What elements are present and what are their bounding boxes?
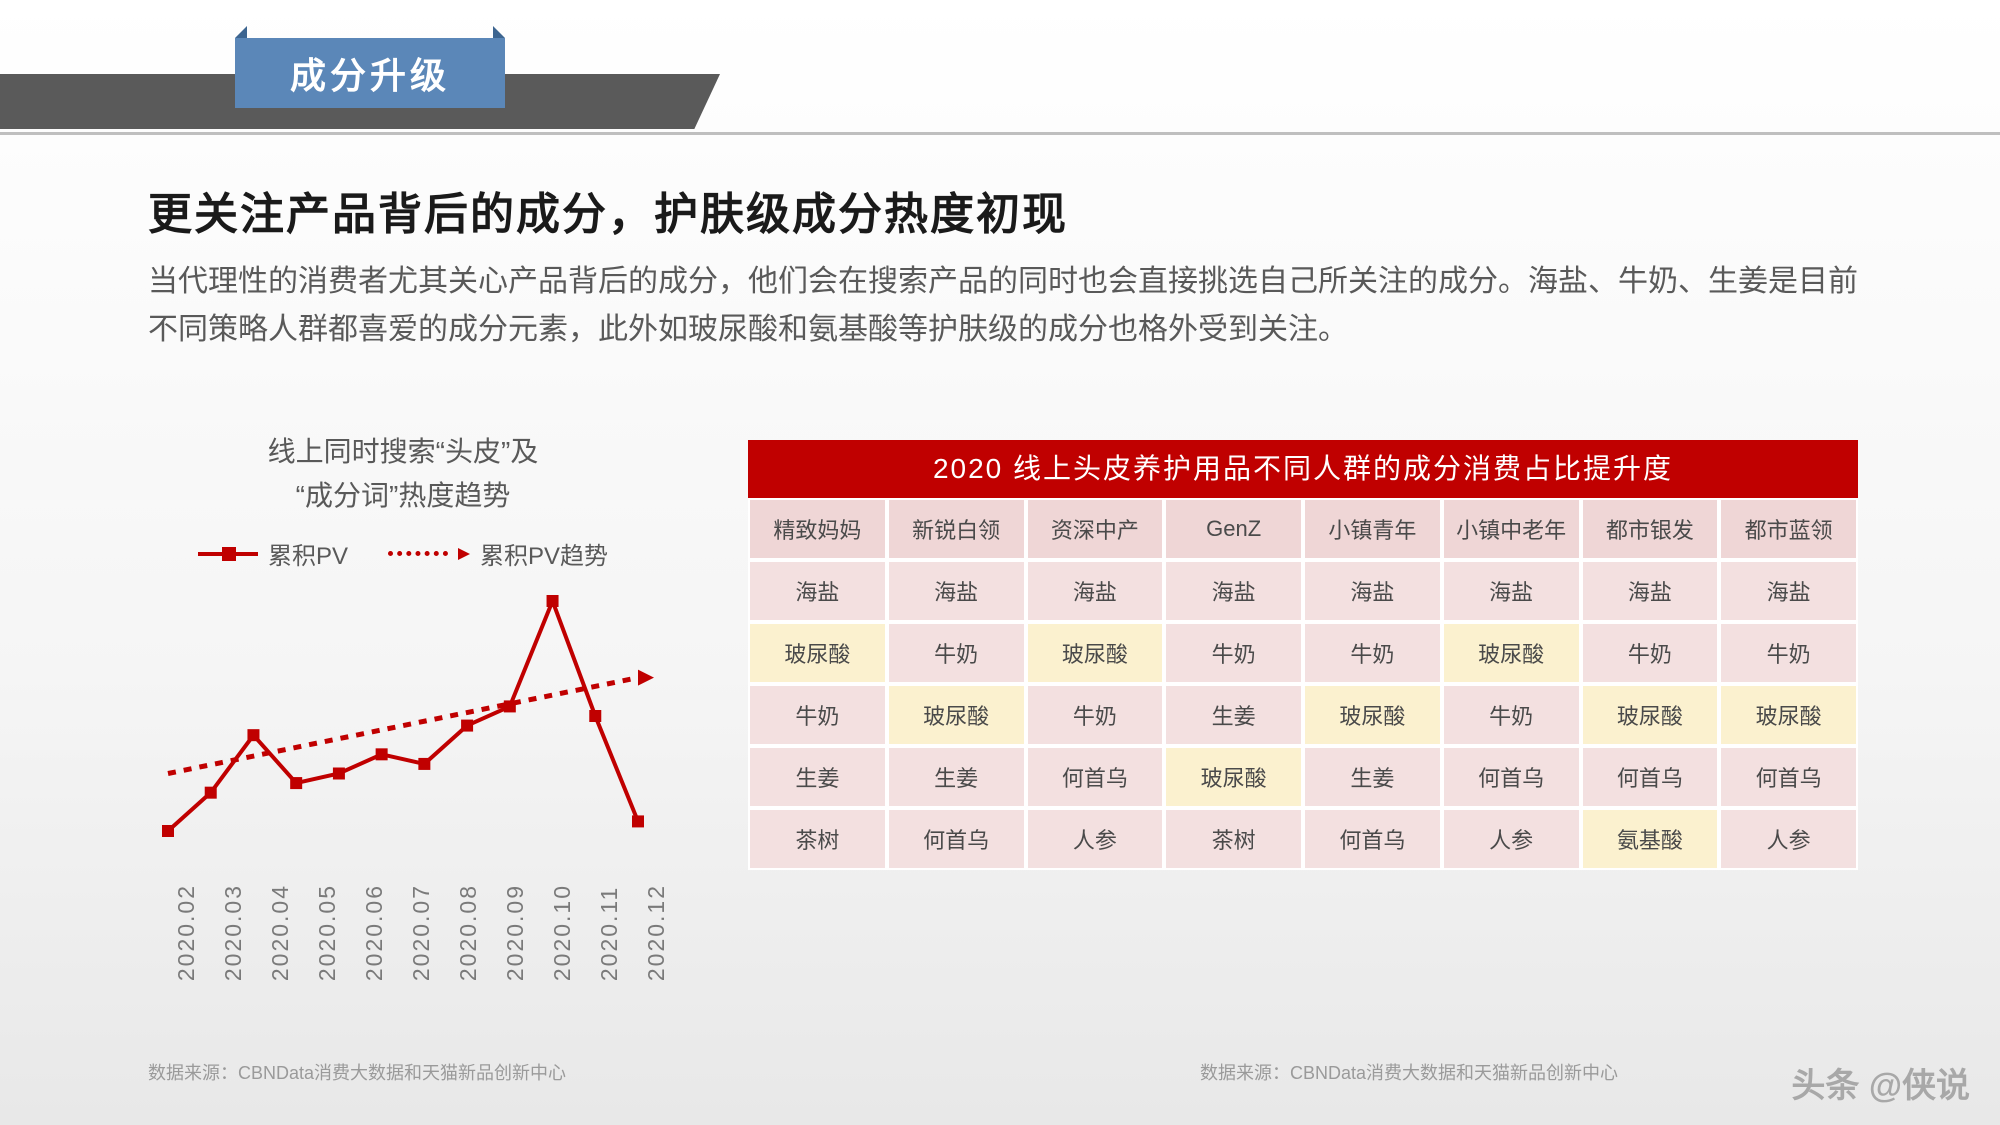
- x-axis-label: 2020.04: [267, 884, 294, 981]
- table-cell: 牛奶: [1164, 622, 1303, 684]
- header-divider: [0, 132, 2000, 135]
- table-cell: 玻尿酸: [748, 622, 887, 684]
- chart-title-line1: 线上同时搜索“头皮”及: [148, 430, 658, 474]
- legend-dotted-icon: [388, 551, 448, 556]
- table-cell: 资深中产: [1026, 498, 1165, 560]
- chart-legend: 累积PV 累积PV趋势: [148, 536, 658, 571]
- table-cell: 玻尿酸: [1719, 684, 1858, 746]
- table-cell: 玻尿酸: [1303, 684, 1442, 746]
- x-axis-label: 2020.03: [220, 884, 247, 981]
- table-cell: 都市银发: [1581, 498, 1720, 560]
- legend-solid-label: 累积PV: [268, 536, 348, 571]
- table-cell: 玻尿酸: [887, 684, 1026, 746]
- table-cell: 牛奶: [1719, 622, 1858, 684]
- x-axis-label: 2020.07: [408, 884, 435, 981]
- table-cell: 小镇青年: [1303, 498, 1442, 560]
- table-cell: 海盐: [748, 560, 887, 622]
- ribbon-label: 成分升级: [290, 47, 450, 99]
- table-cell: GenZ: [1164, 498, 1303, 560]
- chart-x-labels: 2020.02 2020.03 2020.04 2020.05 2020.06 2020.…: [173, 884, 670, 981]
- table-cell: 何首乌: [1719, 746, 1858, 808]
- x-axis-label: 2020.10: [549, 884, 576, 981]
- x-axis-label: 2020.08: [455, 884, 482, 981]
- table-cell: 玻尿酸: [1581, 684, 1720, 746]
- table-cell: 人参: [1026, 808, 1165, 870]
- x-axis-label: 2020.06: [361, 884, 388, 981]
- body-paragraph: 当代理性的消费者尤其关心产品背后的成分，他们会在搜索产品的同时也会直接挑选自己所…: [148, 258, 1868, 354]
- chart-plot-area: 2020.022020.032020.042020.052020.062020.…: [148, 591, 658, 841]
- x-axis-label: 2020.02: [173, 884, 200, 981]
- source-right: 数据来源：CBNData消费大数据和天猫新品创新中心: [1200, 1059, 1618, 1085]
- table-cell: 茶树: [1164, 808, 1303, 870]
- table-cell: 人参: [1719, 808, 1858, 870]
- chart-title-line2: “成分词”热度趋势: [148, 474, 658, 518]
- table-cell: 玻尿酸: [1442, 622, 1581, 684]
- table-cell: 牛奶: [1442, 684, 1581, 746]
- table-cell: 氨基酸: [1581, 808, 1720, 870]
- table-cell: 海盐: [1164, 560, 1303, 622]
- table-cell: 牛奶: [1303, 622, 1442, 684]
- x-axis-label: 2020.05: [314, 884, 341, 981]
- table-cell: 生姜: [1303, 746, 1442, 808]
- legend-dotted-label: 累积PV趋势: [480, 536, 608, 571]
- table-cell: 海盐: [1442, 560, 1581, 622]
- x-axis-label: 2020.12: [643, 884, 670, 981]
- legend-solid-icon: [198, 552, 258, 556]
- table-cell: 玻尿酸: [1026, 622, 1165, 684]
- table-cell: 海盐: [1026, 560, 1165, 622]
- table-cell: 都市蓝领: [1719, 498, 1858, 560]
- legend-arrow-icon: [458, 548, 470, 560]
- table-title: 2020 线上头皮养护用品不同人群的成分消费占比提升度: [748, 440, 1858, 498]
- table-cell: 海盐: [1303, 560, 1442, 622]
- trend-chart: 线上同时搜索“头皮”及 “成分词”热度趋势 累积PV 累积PV趋势 2020.0…: [148, 430, 658, 841]
- table-cell: 何首乌: [1581, 746, 1720, 808]
- table-cell: 牛奶: [1026, 684, 1165, 746]
- table-cell: 何首乌: [1442, 746, 1581, 808]
- table-cell: 何首乌: [887, 808, 1026, 870]
- table-cell: 新锐白领: [887, 498, 1026, 560]
- table-cell: 生姜: [887, 746, 1026, 808]
- table-cell: 牛奶: [1581, 622, 1720, 684]
- x-axis-label: 2020.09: [502, 884, 529, 981]
- table-cell: 小镇中老年: [1442, 498, 1581, 560]
- table-cell: 人参: [1442, 808, 1581, 870]
- table-cell: 牛奶: [887, 622, 1026, 684]
- page-title: 更关注产品背后的成分，护肤级成分热度初现: [148, 178, 1068, 242]
- table-cell: 何首乌: [1303, 808, 1442, 870]
- table-cell: 生姜: [1164, 684, 1303, 746]
- table-cell: 牛奶: [748, 684, 887, 746]
- source-left: 数据来源：CBNData消费大数据和天猫新品创新中心: [148, 1059, 566, 1085]
- x-axis-label: 2020.11: [596, 884, 623, 981]
- table-cell: 海盐: [1581, 560, 1720, 622]
- table-cell: 玻尿酸: [1164, 746, 1303, 808]
- table-cell: 海盐: [887, 560, 1026, 622]
- ingredients-table: 2020 线上头皮养护用品不同人群的成分消费占比提升度 精致妈妈新锐白领资深中产…: [748, 440, 1858, 870]
- table-cell: 精致妈妈: [748, 498, 887, 560]
- table-cell: 海盐: [1719, 560, 1858, 622]
- table-cell: 何首乌: [1026, 746, 1165, 808]
- table-cell: 生姜: [748, 746, 887, 808]
- table-cell: 茶树: [748, 808, 887, 870]
- chart-svg: [148, 591, 658, 841]
- section-ribbon: 成分升级: [235, 38, 505, 108]
- table-grid: 精致妈妈新锐白领资深中产GenZ小镇青年小镇中老年都市银发都市蓝领海盐海盐海盐海…: [748, 498, 1858, 870]
- watermark: 头条 @侠说: [1791, 1058, 1970, 1107]
